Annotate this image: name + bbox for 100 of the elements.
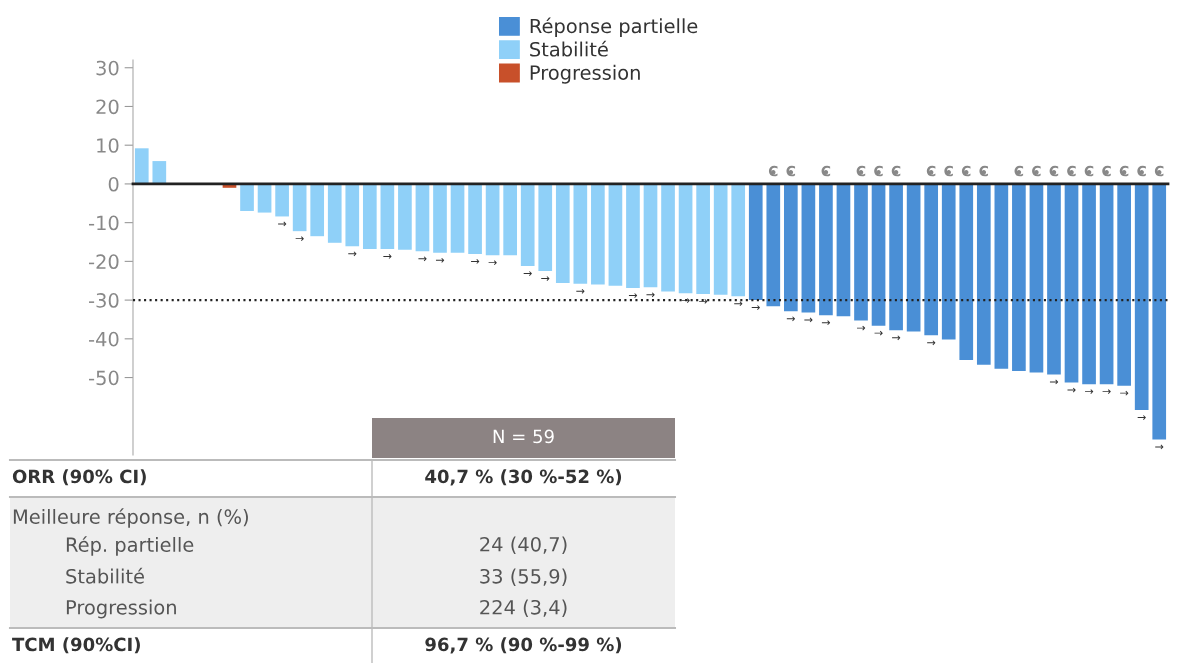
bar (819, 183, 833, 316)
text: 96,7 % (90 %-99 %) (425, 637, 622, 654)
data-label: → (874, 330, 883, 336)
data-label: → (1049, 379, 1059, 385)
y-tick-label: -30 (89, 293, 119, 308)
data-label: → (856, 325, 866, 331)
data-label: → (1120, 390, 1129, 396)
data-label: C (874, 165, 883, 177)
bar (626, 183, 640, 289)
data-label: C (1049, 165, 1059, 177)
bar (257, 183, 272, 213)
y-tick-label: 20 (96, 99, 119, 115)
bar (398, 183, 412, 250)
data-label: C (1032, 165, 1041, 177)
bar (976, 183, 991, 365)
y-tick-label: -50 (89, 370, 119, 386)
data-label: C (1067, 165, 1076, 177)
bar (327, 183, 342, 243)
bar (924, 183, 939, 336)
bar (1029, 183, 1044, 373)
text: Rép. partielle (66, 536, 194, 556)
data-label: → (804, 317, 813, 323)
text: 33 (55,9) (480, 568, 567, 586)
bar (538, 183, 553, 272)
bar (661, 183, 675, 292)
bar (731, 183, 746, 297)
bar (1134, 183, 1149, 411)
bar (503, 183, 517, 256)
bar (415, 183, 430, 252)
data-label: → (418, 256, 427, 262)
data-label: → (1102, 389, 1111, 394)
data-label: → (523, 271, 532, 276)
data-label: → (488, 260, 497, 266)
data-label: → (892, 335, 901, 341)
data-label: C (786, 165, 796, 177)
legend-label: Réponse partielle (530, 17, 698, 38)
bar (801, 183, 816, 313)
text: Meilleure réponse, n (%) (13, 508, 248, 528)
bar (994, 183, 1009, 369)
bar (345, 183, 360, 247)
bar (678, 183, 693, 294)
data-label: → (1155, 444, 1164, 450)
bar (240, 183, 254, 212)
bar (450, 183, 465, 253)
bar (275, 183, 289, 217)
bar (696, 183, 710, 294)
text: 24 (40,7) (480, 536, 567, 554)
data-label: → (734, 301, 743, 307)
text: Progression (66, 599, 176, 619)
data-label: → (628, 293, 638, 298)
bar (959, 183, 974, 361)
data-label: → (927, 340, 936, 346)
data-label: C (856, 165, 866, 177)
data-label: C (1154, 165, 1164, 177)
data-label: C (1137, 165, 1146, 177)
y-tick-label: 0 (108, 176, 119, 192)
data-label: → (786, 316, 795, 322)
bar (643, 183, 658, 288)
data-label: → (751, 305, 760, 310)
bar (380, 183, 395, 249)
annotation: N = 59 (493, 429, 554, 444)
data-label: → (1085, 389, 1094, 394)
bar (1064, 183, 1079, 383)
bar (433, 183, 447, 253)
data-label: C (926, 165, 936, 177)
legend-label: Stabilité (530, 40, 608, 57)
y-tick-label: -20 (89, 254, 119, 270)
data-label: → (435, 257, 445, 263)
bar (784, 183, 798, 312)
bar (152, 161, 167, 184)
bar (134, 148, 149, 184)
bar (1152, 183, 1167, 440)
data-label: → (576, 288, 585, 294)
bar (1082, 183, 1096, 385)
bar (520, 183, 535, 267)
data-label: → (1067, 387, 1076, 393)
text: 40,7 % (30 %-52 %) (425, 469, 622, 486)
data-label: C (1084, 165, 1094, 177)
data-label: → (821, 320, 831, 326)
data-label: C (1102, 165, 1111, 177)
bar (292, 183, 307, 232)
data-label: C (768, 165, 778, 177)
bar (310, 183, 325, 237)
bar (591, 183, 605, 285)
text: ORR (90% CI) (12, 469, 146, 486)
data-label: → (1137, 415, 1146, 420)
bar (573, 183, 588, 284)
y-tick-label: -40 (89, 331, 119, 347)
text: Stabilité (66, 567, 144, 584)
bar (485, 183, 500, 256)
y-tick-label: -10 (89, 215, 119, 231)
bar (889, 183, 903, 331)
data-label: → (541, 276, 550, 281)
bar (1047, 183, 1061, 375)
bar (1012, 183, 1026, 371)
bar (1117, 183, 1131, 386)
bar (1099, 183, 1114, 385)
data-label: → (471, 259, 480, 264)
data-label: → (699, 299, 708, 304)
bar (362, 183, 377, 249)
